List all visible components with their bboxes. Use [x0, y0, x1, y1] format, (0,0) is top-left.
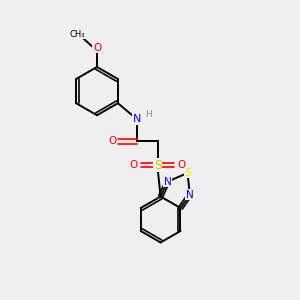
Text: CH₃: CH₃	[69, 30, 85, 39]
Text: O: O	[129, 160, 138, 170]
Text: S: S	[184, 168, 191, 178]
Text: H: H	[145, 110, 152, 118]
Text: O: O	[109, 136, 117, 146]
Text: O: O	[178, 160, 186, 170]
Text: S: S	[154, 158, 162, 172]
Text: N: N	[186, 190, 194, 200]
Text: N: N	[133, 114, 141, 124]
Text: O: O	[93, 43, 101, 53]
Text: N: N	[164, 177, 171, 187]
